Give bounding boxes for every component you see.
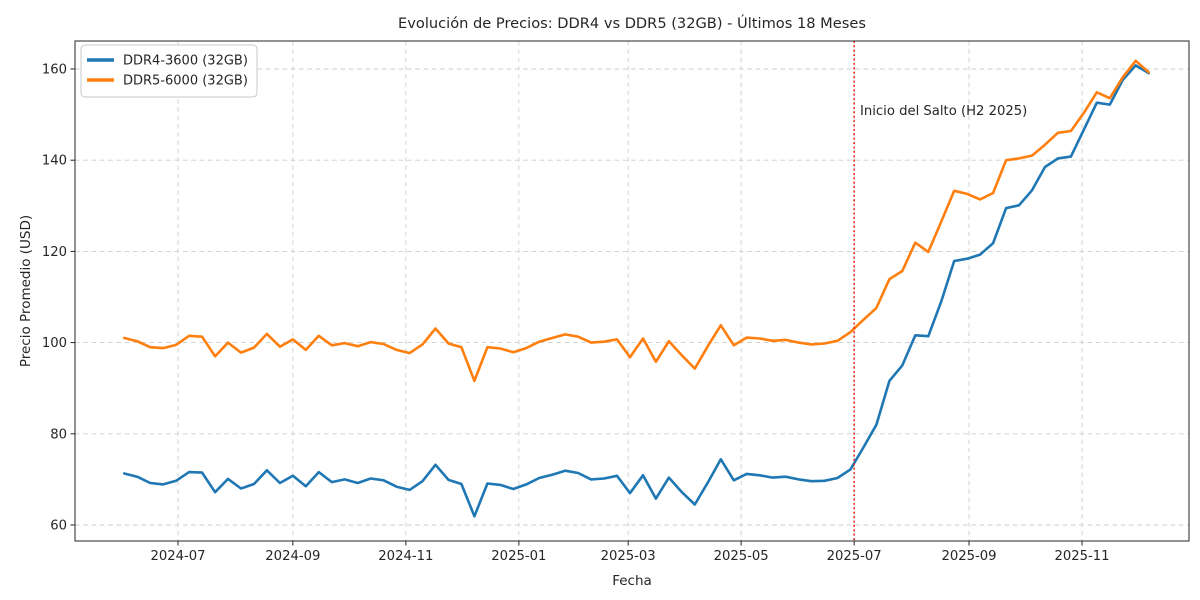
x-tick-label: 2025-03	[601, 549, 656, 564]
x-tick-label: 2025-07	[827, 549, 882, 564]
x-tick-label: 2025-01	[491, 549, 546, 564]
x-tick-label: 2025-11	[1054, 549, 1109, 564]
y-tick-label: 160	[42, 63, 67, 78]
ddr4-price-line	[123, 64, 1150, 518]
ddr5-price-line	[123, 59, 1150, 383]
x-tick-label: 2025-05	[714, 549, 769, 564]
legend-box	[80, 44, 258, 98]
x-tick-label: 2025-09	[941, 549, 996, 564]
legend-label-ddr5: DDR5-6000 (32GB)	[123, 74, 248, 89]
y-tick-label: 60	[50, 519, 67, 534]
x-tick-label: 2024-07	[150, 549, 205, 564]
y-tick-label: 120	[42, 245, 67, 260]
annotation-label: Inicio del Salto (H2 2025)	[860, 104, 1027, 119]
y-tick-label: 140	[42, 154, 67, 169]
legend-label-ddr4: DDR4-3600 (32GB)	[123, 54, 248, 69]
y-tick-label: 80	[50, 427, 67, 442]
x-tick-label: 2024-09	[265, 549, 320, 564]
x-tick-label: 2024-11	[378, 549, 433, 564]
plot-border	[74, 40, 1190, 542]
legend: DDR4-3600 (32GB) DDR5-6000 (32GB)	[80, 44, 258, 98]
series-lines	[123, 59, 1150, 518]
chart-title: Evolución de Precios: DDR4 vs DDR5 (32GB…	[398, 14, 866, 32]
gridlines	[75, 41, 1189, 541]
y-tick-label: 100	[42, 336, 67, 351]
axis-ticks: 2024-07 2024-09 2024-11 2025-01 2025-03 2025-…	[42, 63, 1110, 565]
x-axis-label: Fecha	[612, 573, 652, 589]
y-axis-label: Precio Promedio (USD)	[18, 215, 34, 367]
